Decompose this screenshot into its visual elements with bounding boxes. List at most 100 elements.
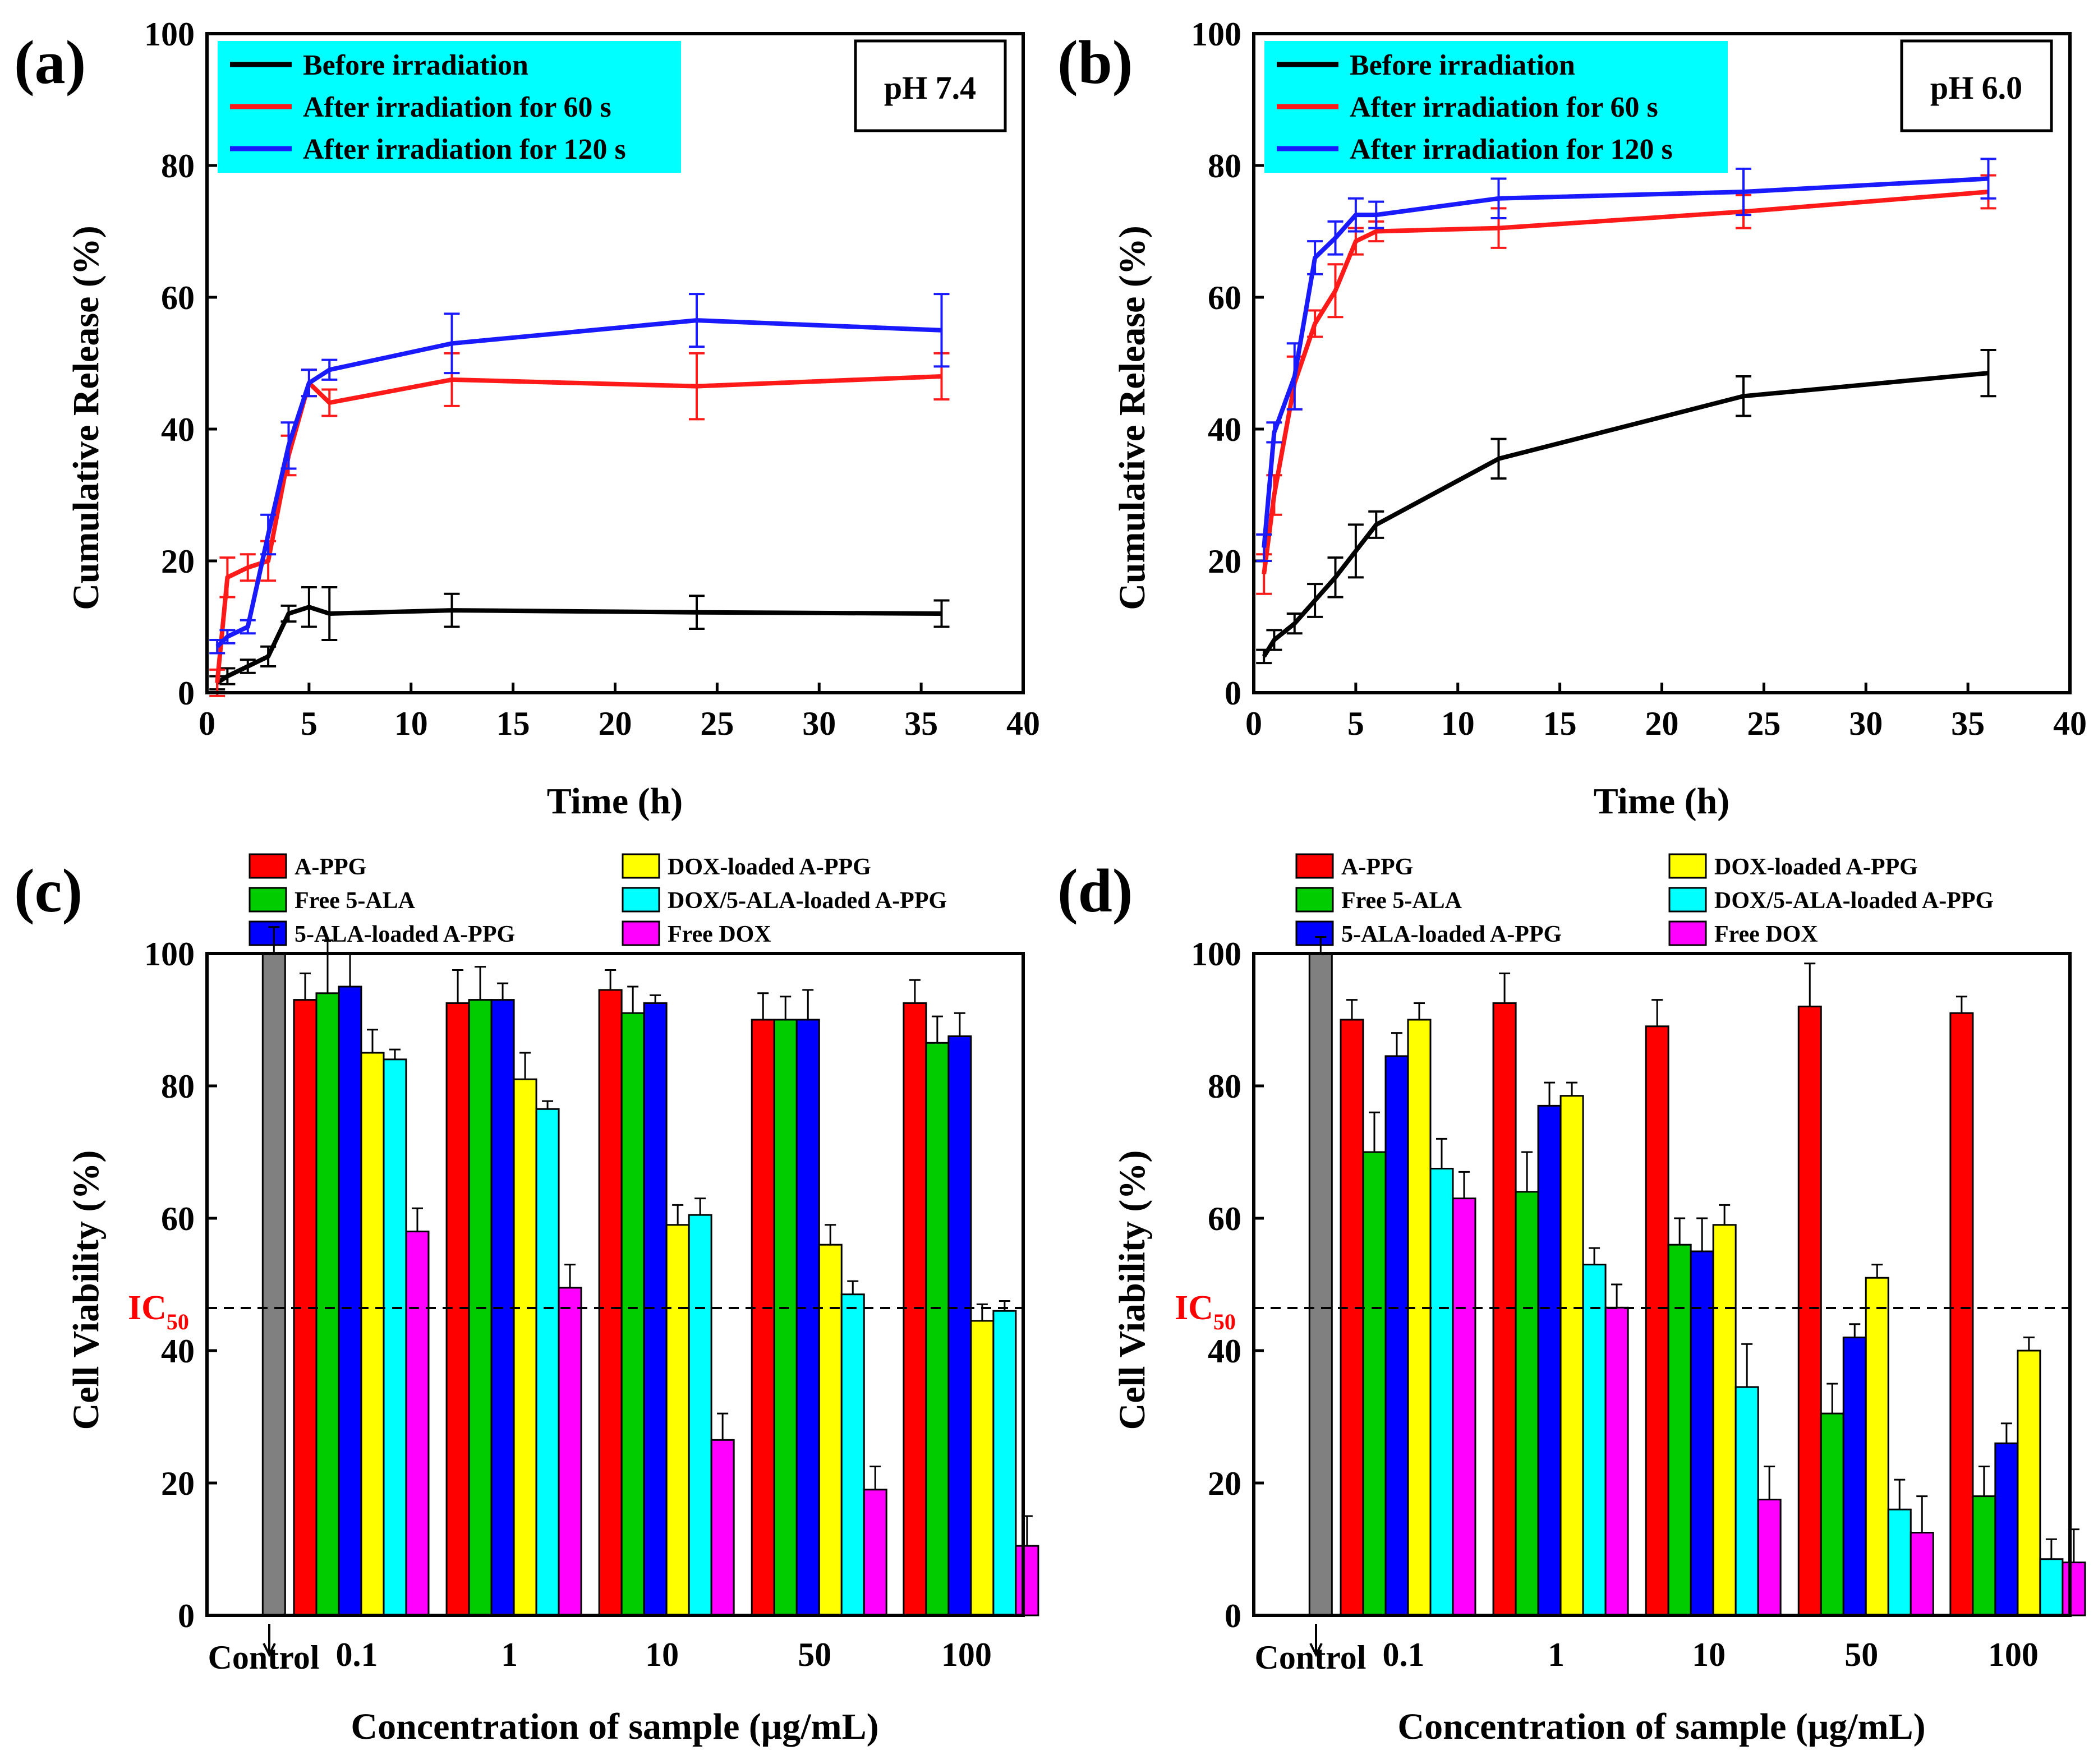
x-tick-label: 40 (2053, 705, 2087, 742)
error-bar (1651, 999, 1663, 1026)
panel-a-plot-frame (205, 32, 1025, 694)
error-bar (694, 1198, 706, 1215)
bar (818, 1243, 843, 1616)
legend-item: DOX/5-ALA-loaded A-PPG (622, 887, 947, 914)
series-line (215, 318, 942, 648)
legend-label: 5-ALA-loaded A-PPG (1341, 922, 1562, 947)
panel-c-control-arrow (263, 1624, 276, 1657)
error-bar (1307, 583, 1323, 618)
error-bar (1849, 1323, 1861, 1338)
error-bar (847, 1280, 859, 1295)
error-bar (321, 939, 333, 993)
error-bar (1286, 612, 1303, 635)
y-tick-label: 80 (161, 148, 195, 185)
panel-d-xlabel: Concentration of sample (μg/mL) (1397, 1706, 1925, 1747)
error-bar (2000, 1422, 2012, 1444)
error-bar (1978, 1466, 1990, 1496)
error-bar (1436, 1137, 1447, 1169)
bar (1429, 1168, 1454, 1616)
error-bar (219, 629, 236, 644)
error-bar (1566, 1081, 1578, 1096)
bar (1734, 1386, 1759, 1616)
y-tick-label: 80 (1208, 1068, 1241, 1105)
bar (710, 1439, 735, 1616)
x-tick-label: 10 (1441, 705, 1475, 742)
error-bar (1544, 1081, 1556, 1106)
error-bar (1719, 1204, 1731, 1225)
bar (338, 985, 362, 1616)
y-tick-label: 60 (1208, 279, 1241, 316)
bar-group-100 (903, 979, 1039, 1616)
x-tick-label: 50 (798, 1636, 831, 1673)
panel-c-ylabel: Cell Viability (%) (66, 1150, 107, 1430)
error-bar (717, 1412, 729, 1440)
error-bar (1894, 1479, 1906, 1510)
error-bar (1980, 158, 1996, 200)
error-bar (1327, 220, 1344, 256)
bar (1492, 1002, 1517, 1616)
bar-group-0.1 (1340, 999, 1476, 1616)
error-bar (1391, 1032, 1402, 1056)
x-tick-label: 15 (1543, 705, 1577, 742)
panel-b-ylabel: Cumulative Release (%) (1112, 225, 1153, 610)
error-bar (1347, 523, 1364, 579)
legend-swatch (622, 920, 660, 946)
bar (992, 1310, 1017, 1616)
panel-b-ph-label: pH 6.0 (1930, 70, 2022, 106)
error-bar (321, 388, 338, 417)
error-bar (1459, 1171, 1470, 1199)
error-bar (444, 312, 460, 375)
x-tick-label: 10 (645, 1636, 679, 1673)
error-bar (301, 369, 317, 398)
legend-swatch (622, 853, 660, 879)
error-bar (1368, 200, 1384, 229)
panel-b-ph-annotation: pH 6.0 (1900, 39, 2053, 132)
error-bar (931, 1015, 943, 1043)
bar (925, 1042, 950, 1616)
panel-b-label: (b) (1057, 28, 1133, 96)
legend-label: DOX-loaded A-PPG (1714, 854, 1918, 880)
bar (1537, 1104, 1562, 1616)
bar (513, 1078, 537, 1616)
error-bar (497, 982, 509, 1000)
error-bar (519, 1052, 531, 1080)
bar (1407, 1019, 1432, 1616)
error-bar (280, 604, 297, 623)
y-tick-label: 80 (1208, 148, 1241, 185)
series-line (1262, 190, 1989, 575)
panel-b-xlabel: Time (h) (1594, 781, 1730, 822)
bar (558, 1287, 582, 1616)
bar-group-10 (1645, 999, 1782, 1616)
error-bar (1611, 1283, 1623, 1308)
bar (315, 992, 340, 1616)
control-bar (1308, 952, 1333, 1616)
error-bar (1764, 1466, 1775, 1500)
error-bar (444, 592, 460, 628)
legend-label: Free DOX (1714, 922, 1818, 947)
bar (2017, 1350, 2041, 1616)
bar (665, 1224, 690, 1616)
legend-item: 5-ALA-loaded A-PPG (249, 920, 515, 947)
legend-label-before-irradiation: Before irradiation (1350, 49, 1575, 81)
panel-b-legend: Before irradiation After irradiation for… (1264, 41, 1728, 173)
panel-d-ic50-label: IC50 (1175, 1289, 1236, 1334)
error-bar (1347, 197, 1364, 233)
error-bar (240, 658, 256, 674)
error-bar (1266, 629, 1282, 651)
error-bar (240, 553, 256, 582)
legend-swatch (249, 853, 287, 879)
error-bar (452, 969, 464, 1003)
bar (1797, 1005, 1822, 1616)
bar (620, 1012, 645, 1616)
x-tick-label: 100 (1988, 1636, 2039, 1673)
legend-swatch (1295, 853, 1334, 879)
bar (1887, 1508, 1912, 1616)
error-bar (689, 595, 705, 630)
x-tick-label: 10 (394, 705, 428, 742)
panel-a-xlabel: Time (h) (547, 781, 683, 822)
error-bar (542, 1100, 554, 1109)
legend-item: Free 5-ALA (249, 887, 416, 914)
legend-label-120s: After irradiation for 120 s (1350, 133, 1673, 165)
y-tick-label: 20 (161, 543, 195, 580)
legend-label: Free 5-ALA (1341, 888, 1462, 914)
